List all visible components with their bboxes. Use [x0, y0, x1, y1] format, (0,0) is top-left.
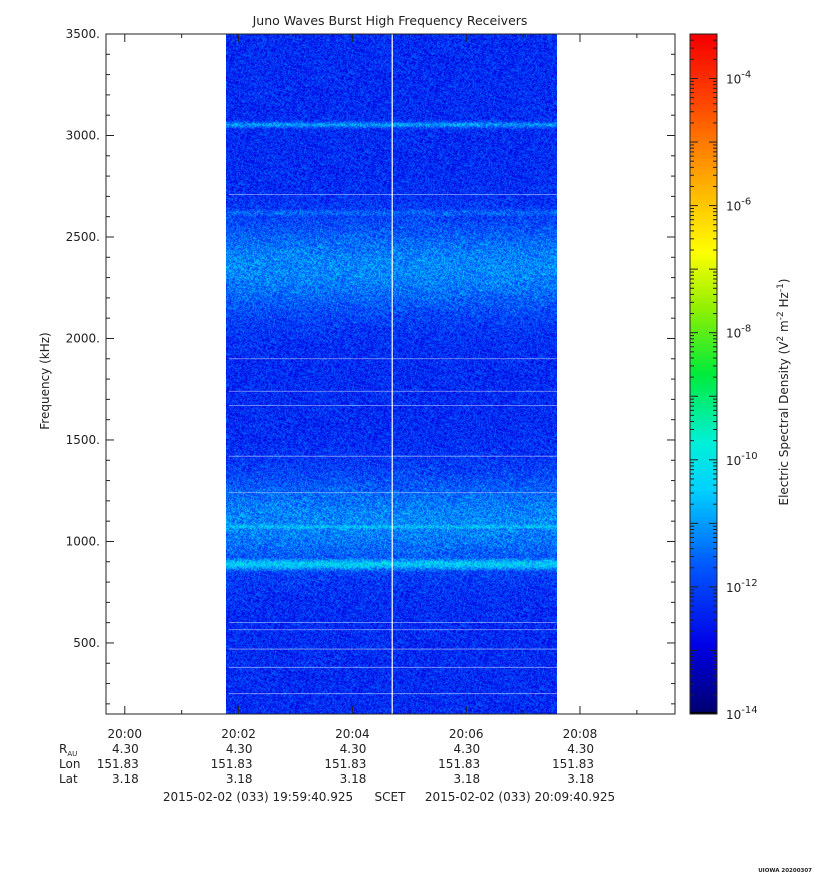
colorbar-tick-label: 10-8: [726, 324, 751, 341]
ephemeris-label-subscript: AU: [67, 750, 77, 758]
colorbar-tick-base: 10: [726, 327, 741, 341]
ephemeris-row-label: Lat: [59, 772, 78, 786]
ephemeris-label-text: R: [59, 742, 67, 756]
colorbar-tick-exponent: -10: [741, 451, 757, 462]
ephemeris-value: 3.18: [112, 772, 139, 786]
white-horizontal-lines: [228, 193, 558, 695]
colorbar-label-sup2: -2: [776, 311, 786, 320]
colorbar-label-sup1: 2: [776, 336, 786, 342]
x-tick-label: 20:08: [563, 727, 598, 741]
ephemeris-value: 3.18: [567, 772, 594, 786]
colorbar-label-sup3: -1: [776, 283, 786, 292]
ephemeris-value: 3.18: [226, 772, 253, 786]
y-tick-label: 1000.: [66, 534, 100, 548]
colorbar-tick-exponent: -14: [741, 705, 757, 716]
colorbar-frame: [689, 33, 718, 715]
ephemeris-value: 4.30: [226, 742, 253, 756]
chart-title: Juno Waves Burst High Frequency Receiver…: [252, 13, 528, 28]
y-tick-label: 3000.: [66, 128, 100, 142]
colorbar-gradient: [690, 34, 717, 714]
ephemeris-value: 4.30: [453, 742, 480, 756]
footer-stamp: UIOWA 20200307: [758, 868, 812, 874]
colorbar-tick-base: 10: [726, 454, 741, 468]
colorbar-holder: [690, 34, 717, 714]
ephemeris-value: 4.30: [112, 742, 139, 756]
colorbar-tick-exponent: -4: [741, 69, 751, 80]
x-tick-label: 20:06: [449, 727, 484, 741]
colorbar-tick-label: 10-6: [726, 197, 751, 214]
x-tick-label: 20:00: [107, 727, 142, 741]
ephemeris-row-label: RAU: [59, 742, 77, 758]
x-tick-label: 20:02: [221, 727, 256, 741]
colorbar-tick-label: 10-10: [726, 451, 758, 468]
plot-frame: [105, 33, 676, 715]
colorbar-tick-label: 10-12: [726, 578, 758, 595]
x-tick-labels: 20:00 20:02 20:04 20:06 20:08: [107, 727, 597, 741]
ephemeris-table: RAU 4.30 4.30 4.30 4.30 4.30 Lon 151.83 151.83 15…: [59, 742, 594, 786]
time-range-start: 2015-02-02 (033) 19:59:40.925: [163, 790, 353, 804]
ephemeris-value: 3.18: [340, 772, 367, 786]
colorbar-ticks: [690, 33, 717, 715]
colorbar-tick-label: 10-14: [726, 705, 758, 722]
x-tick-label: 20:04: [335, 727, 370, 741]
axis-ticks: [106, 33, 675, 714]
colorbar-tick-base: 10: [726, 581, 741, 595]
y-tick-labels: 500. 1000. 1500. 2000. 2500. 3000. 3500.: [66, 27, 100, 650]
colorbar-label-m: m: [777, 320, 791, 336]
colorbar-tick-base: 10: [726, 708, 741, 722]
ephemeris-value: 151.83: [97, 757, 139, 771]
ephemeris-value: 4.30: [340, 742, 367, 756]
ephemeris-label-text: Lon: [59, 757, 80, 771]
colorbar-label-main: Electric Spectral Density (V: [777, 341, 791, 506]
ephemeris-value: 151.83: [552, 757, 594, 771]
y-tick-label: 3500.: [66, 27, 100, 41]
ephemeris-label-text: Lat: [59, 772, 78, 786]
time-range-mid: SCET: [375, 790, 407, 804]
y-axis-label: Frequency (kHz): [38, 332, 52, 429]
time-range-end: 2015-02-02 (033) 20:09:40.925: [425, 790, 615, 804]
colorbar-tick-exponent: -6: [741, 197, 751, 208]
colorbar-tick-base: 10: [726, 200, 741, 214]
ephemeris-row-label: Lon: [59, 757, 80, 771]
colorbar-label-end: ): [777, 278, 791, 283]
y-tick-label: 2000.: [66, 331, 100, 345]
colorbar-tick-base: 10: [726, 72, 741, 86]
ephemeris-value: 4.30: [567, 742, 594, 756]
y-tick-label: 2500.: [66, 230, 100, 244]
heatmap-image-holder: [226, 34, 557, 714]
colorbar-tick-exponent: -8: [741, 324, 751, 335]
colorbar-label-hz: Hz: [777, 292, 791, 311]
ephemeris-value: 3.18: [453, 772, 480, 786]
y-tick-label: 500.: [73, 636, 100, 650]
y-tick-label: 1500.: [66, 433, 100, 447]
ephemeris-value: 151.83: [438, 757, 480, 771]
colorbar-tick-exponent: -12: [741, 578, 757, 589]
ephemeris-value: 151.83: [324, 757, 366, 771]
spectrogram-heatmap: [226, 34, 557, 714]
ephemeris-value: 151.83: [211, 757, 253, 771]
colorbar-label: Electric Spectral Density (V2 m-2 Hz-1): [776, 278, 791, 505]
colorbar-tick-label: 10-4: [726, 69, 751, 86]
